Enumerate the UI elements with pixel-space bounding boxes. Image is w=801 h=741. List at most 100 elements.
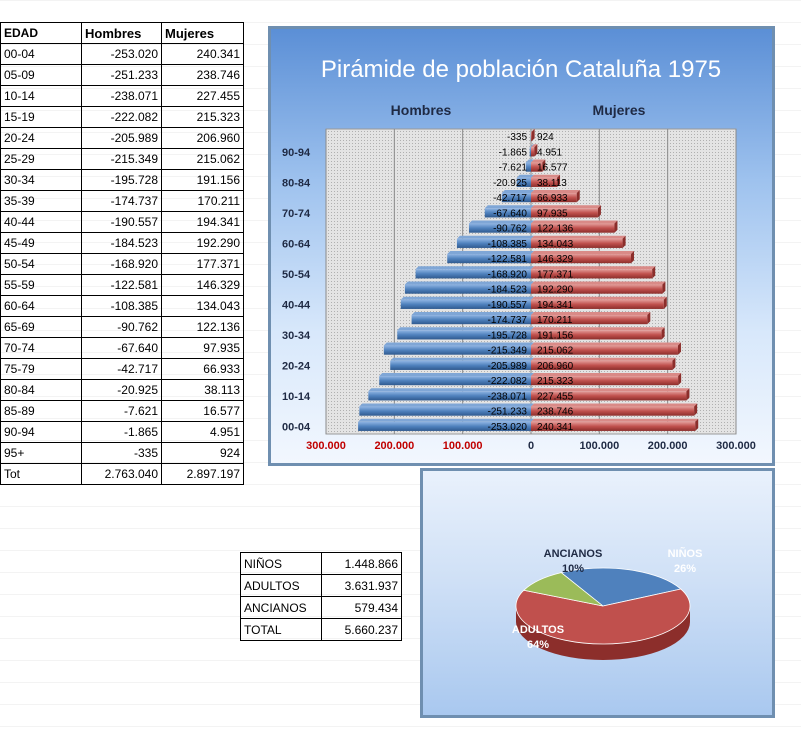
- data-label-mujeres: 192.290: [537, 285, 574, 296]
- hombres-cell[interactable]: -20.925: [81, 379, 162, 401]
- mujeres-cell[interactable]: 924: [161, 442, 244, 464]
- summary-label[interactable]: TOTAL: [240, 618, 322, 641]
- mujeres-cell[interactable]: 206.960: [161, 127, 244, 149]
- hombres-cell[interactable]: -238.071: [81, 85, 162, 107]
- hombres-cell[interactable]: -251.233: [81, 64, 162, 86]
- header-hombres[interactable]: Hombres: [81, 22, 162, 44]
- age-cell[interactable]: 10-14: [0, 85, 82, 107]
- summary-value[interactable]: 3.631.937: [321, 574, 402, 597]
- mujeres-cell[interactable]: 4.951: [161, 421, 244, 443]
- bar-mujeres-side: [672, 357, 676, 370]
- data-label-hombres: -253.020: [488, 422, 528, 433]
- mujeres-cell[interactable]: 191.156: [161, 169, 244, 191]
- hombres-cell[interactable]: -215.349: [81, 148, 162, 170]
- bar-mujeres-top: [531, 205, 601, 209]
- bar-mujeres: [531, 162, 543, 172]
- mujeres-cell[interactable]: 146.329: [161, 274, 244, 296]
- header-edad[interactable]: EDAD: [0, 22, 82, 44]
- header-mujeres[interactable]: Mujeres: [161, 22, 244, 44]
- bar-mujeres-side: [576, 190, 580, 203]
- mujeres-cell[interactable]: 194.341: [161, 211, 244, 233]
- hombres-cell[interactable]: -174.737: [81, 190, 162, 212]
- mujeres-cell[interactable]: 177.371: [161, 253, 244, 275]
- data-label-hombres: -20.925: [493, 178, 527, 189]
- age-cell[interactable]: 95+: [0, 442, 82, 464]
- age-cell[interactable]: 30-34: [0, 169, 82, 191]
- summary-value[interactable]: 1.448.866: [321, 552, 402, 575]
- mujeres-cell[interactable]: 240.341: [161, 43, 244, 65]
- summary-label[interactable]: ANCIANOS: [240, 596, 322, 619]
- mujeres-cell[interactable]: 122.136: [161, 316, 244, 338]
- age-cell[interactable]: 75-79: [0, 358, 82, 380]
- age-group-pie-chart[interactable]: NIÑOS 26% ADULTOS 64% ANCIANOS 10%: [420, 468, 775, 718]
- hombres-cell[interactable]: -190.557: [81, 211, 162, 233]
- total-hombres[interactable]: 2.763.040: [81, 463, 162, 485]
- age-cell[interactable]: 85-89: [0, 400, 82, 422]
- age-cell[interactable]: 90-94: [0, 421, 82, 443]
- age-cell[interactable]: 20-24: [0, 127, 82, 149]
- hombres-cell[interactable]: -90.762: [81, 316, 162, 338]
- mujeres-cell[interactable]: 227.455: [161, 85, 244, 107]
- age-cell[interactable]: 55-59: [0, 274, 82, 296]
- mujeres-cell[interactable]: 215.323: [161, 106, 244, 128]
- bar-mujeres-top: [531, 129, 535, 133]
- hombres-cell[interactable]: -42.717: [81, 358, 162, 380]
- age-cell[interactable]: 25-29: [0, 148, 82, 170]
- age-cell[interactable]: 70-74: [0, 337, 82, 359]
- hombres-cell[interactable]: -253.020: [81, 43, 162, 65]
- hombres-cell[interactable]: -7.621: [81, 400, 162, 422]
- summary-label[interactable]: ADULTOS: [240, 574, 322, 597]
- data-label-hombres: -42.717: [493, 193, 527, 204]
- bar-hombres: [359, 406, 531, 416]
- summary-value[interactable]: 5.660.237: [321, 618, 402, 641]
- age-cell[interactable]: 80-84: [0, 379, 82, 401]
- hombres-cell[interactable]: -335: [81, 442, 162, 464]
- total-mujeres[interactable]: 2.897.197: [161, 463, 244, 485]
- mujeres-cell[interactable]: 215.062: [161, 148, 244, 170]
- data-label-mujeres: 215.062: [537, 346, 574, 357]
- hombres-cell[interactable]: -222.082: [81, 106, 162, 128]
- bar-mujeres: [531, 132, 532, 142]
- summary-value[interactable]: 579.434: [321, 596, 402, 619]
- age-cell[interactable]: 00-04: [0, 43, 82, 65]
- hombres-cell[interactable]: -195.728: [81, 169, 162, 191]
- age-cell[interactable]: 15-19: [0, 106, 82, 128]
- hombres-cell[interactable]: -67.640: [81, 337, 162, 359]
- bar-mujeres-top: [531, 312, 651, 316]
- bar-hombres: [529, 147, 531, 157]
- total-label[interactable]: Tot: [0, 463, 82, 485]
- bar-mujeres-side: [557, 174, 561, 187]
- age-cell[interactable]: 60-64: [0, 295, 82, 317]
- table-row: 85-89 -7.621 16.577: [0, 400, 244, 422]
- population-pyramid-chart[interactable]: Pirámide de población Cataluña 1975 Hombr…: [268, 26, 775, 466]
- age-cell[interactable]: 50-54: [0, 253, 82, 275]
- bar-mujeres-side: [663, 296, 667, 309]
- mujeres-cell[interactable]: 170.211: [161, 190, 244, 212]
- mujeres-cell[interactable]: 134.043: [161, 295, 244, 317]
- x-tick-label: 0: [528, 440, 534, 452]
- age-cell[interactable]: 05-09: [0, 64, 82, 86]
- hombres-cell[interactable]: -108.385: [81, 295, 162, 317]
- mujeres-cell[interactable]: 66.933: [161, 358, 244, 380]
- hombres-cell[interactable]: -205.989: [81, 127, 162, 149]
- mujeres-cell[interactable]: 192.290: [161, 232, 244, 254]
- bar-hombres: [516, 177, 531, 187]
- hombres-cell[interactable]: -122.581: [81, 274, 162, 296]
- hombres-cell[interactable]: -1.865: [81, 421, 162, 443]
- bar-mujeres-top: [531, 220, 618, 224]
- bar-mujeres-side: [597, 205, 601, 218]
- age-cell[interactable]: 35-39: [0, 190, 82, 212]
- mujeres-cell[interactable]: 16.577: [161, 400, 244, 422]
- data-label-mujeres: 134.043: [537, 239, 574, 250]
- data-label-mujeres: 66.933: [537, 193, 568, 204]
- bar-hombres-top: [516, 174, 534, 178]
- age-cell[interactable]: 65-69: [0, 316, 82, 338]
- hombres-cell[interactable]: -168.920: [81, 253, 162, 275]
- mujeres-cell[interactable]: 97.935: [161, 337, 244, 359]
- mujeres-cell[interactable]: 38.113: [161, 379, 244, 401]
- hombres-cell[interactable]: -184.523: [81, 232, 162, 254]
- mujeres-cell[interactable]: 238.746: [161, 64, 244, 86]
- age-cell[interactable]: 40-44: [0, 211, 82, 233]
- summary-label[interactable]: NIÑOS: [240, 552, 322, 575]
- age-cell[interactable]: 45-49: [0, 232, 82, 254]
